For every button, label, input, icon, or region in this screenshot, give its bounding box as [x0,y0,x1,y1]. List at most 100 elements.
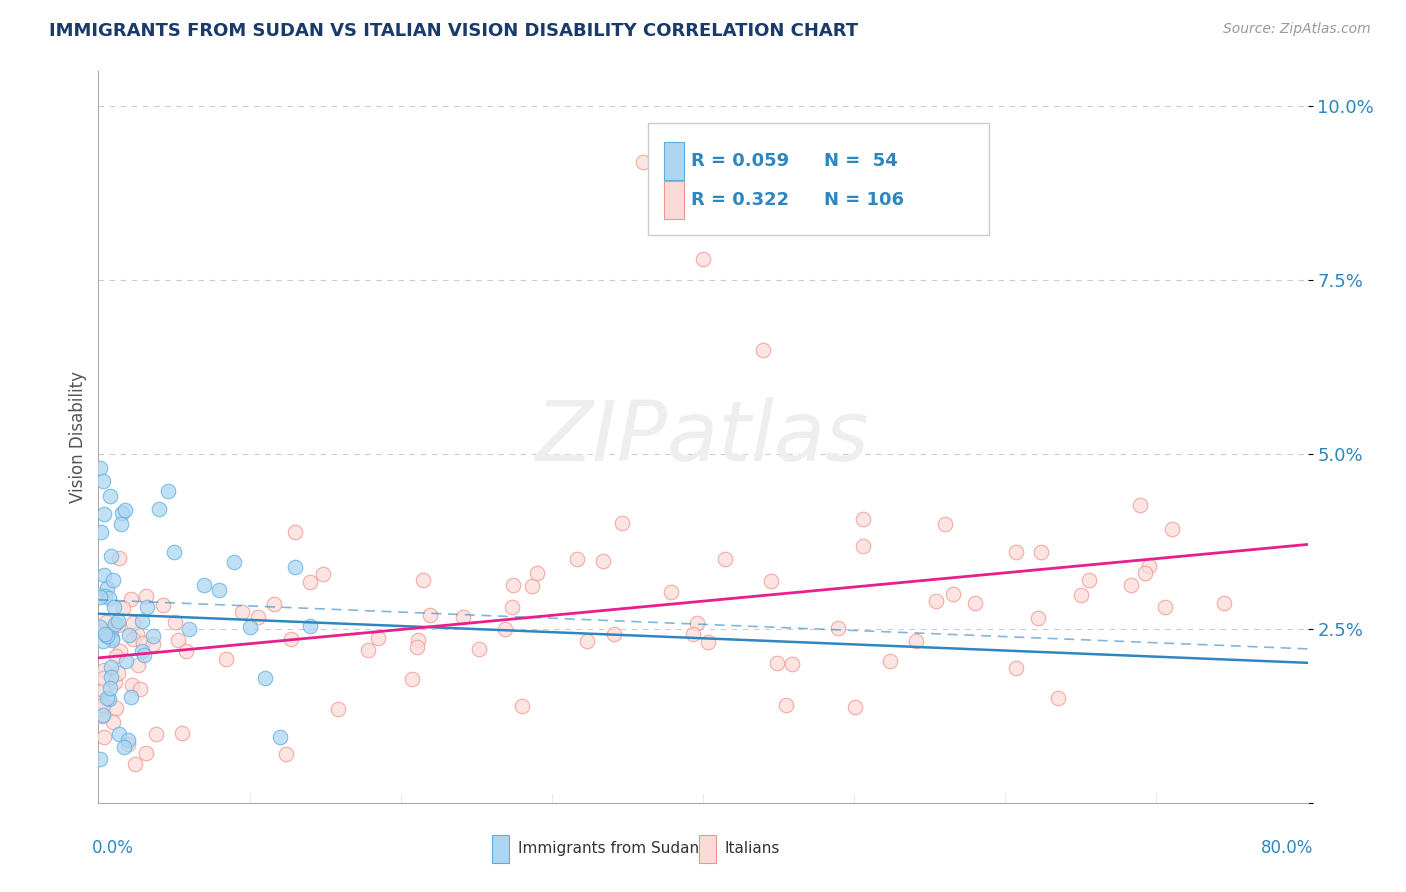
Point [89,588,111,602]
Point [101,573,124,587]
Point [100,660,122,674]
Point [501,600,523,615]
Point [91,682,114,697]
Point [1028,611,1050,625]
Point [142,629,165,643]
Point [118,628,141,642]
Point [131,614,153,628]
Point [419,607,441,622]
Point [963,596,986,610]
Point [129,681,152,696]
Point [132,648,155,663]
Point [179,622,201,636]
Y-axis label: Vision Disability: Vision Disability [69,371,87,503]
Point [312,566,335,581]
Point [127,658,149,673]
Point [93,730,115,744]
Point [852,539,875,553]
Point [131,644,153,658]
Point [90,708,112,723]
Point [752,343,775,357]
Point [91,475,114,489]
Point [89,620,111,634]
Text: Source: ZipAtlas.com: Source: ZipAtlas.com [1223,22,1371,37]
Point [284,560,307,574]
Point [1070,588,1092,602]
Point [176,644,198,658]
Point [104,648,127,663]
Point [97,691,120,706]
Point [122,632,145,647]
Point [299,619,322,633]
Point [367,631,389,645]
Point [108,551,131,566]
Point [111,600,134,615]
Point [575,633,598,648]
Point [101,633,124,648]
Text: R = 0.322: R = 0.322 [692,191,789,209]
Text: Italians: Italians [725,841,780,856]
Point [231,605,253,619]
Point [108,726,131,740]
Point [166,633,188,648]
Point [91,671,114,685]
Text: Immigrants from Sudan: Immigrants from Sudan [517,841,699,856]
Point [172,726,194,740]
Point [135,589,157,603]
Point [406,640,429,655]
Point [93,568,115,582]
Point [120,591,142,606]
Point [1004,661,1026,675]
Point [148,502,170,516]
Point [104,675,127,690]
Point [122,615,145,630]
Point [131,636,153,650]
Point [89,461,111,475]
Point [94,627,117,641]
Point [253,671,276,685]
Text: IMMIGRANTS FROM SUDAN VS ITALIAN VISION DISABILITY CORRELATION CHART: IMMIGRANTS FROM SUDAN VS ITALIAN VISION … [49,22,858,40]
Point [93,589,115,603]
Point [925,594,948,608]
Point [94,615,117,629]
Point [782,657,804,671]
Point [1121,578,1143,592]
Point [942,587,965,601]
Point [775,698,797,712]
Point [1160,522,1182,536]
Point [90,624,112,639]
Point [1129,498,1152,512]
Point [165,615,187,629]
Point [98,489,121,503]
Point [96,690,118,705]
Point [631,155,654,169]
Point [714,552,737,566]
Point [111,506,134,520]
Point [904,633,927,648]
Point [328,702,350,716]
Point [526,566,548,580]
Point [692,252,714,267]
Point [246,610,269,624]
Point [127,626,149,640]
Point [142,637,165,651]
Point [93,698,115,712]
Point [1077,573,1099,587]
Point [93,508,115,522]
Point [879,654,901,668]
Point [852,511,875,525]
Point [451,610,474,624]
Point [827,621,849,635]
Point [89,695,111,709]
Point [100,549,122,563]
Point [96,629,118,643]
Point [156,483,179,498]
Text: N = 106: N = 106 [824,191,904,209]
Point [107,615,129,629]
Point [145,726,167,740]
Point [1046,691,1069,706]
Point [108,644,131,658]
Point [612,516,634,530]
Point [520,579,543,593]
Point [1031,545,1053,559]
